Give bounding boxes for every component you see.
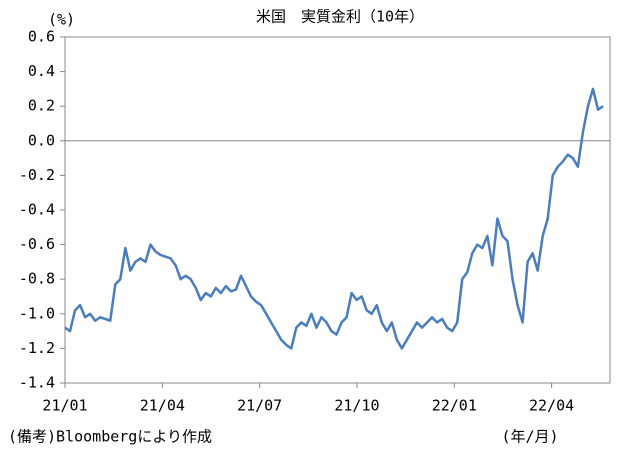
x-tick-label: 22/01 xyxy=(432,397,477,415)
y-tick-label: -1.2 xyxy=(19,339,55,357)
y-tick-label: -0.2 xyxy=(19,166,55,184)
y-tick-label: 0.0 xyxy=(28,131,55,149)
y-tick-label: 0.4 xyxy=(28,62,55,80)
x-tick-label: 21/01 xyxy=(42,397,87,415)
x-tick-label: 22/04 xyxy=(529,397,574,415)
x-tick-label: 21/07 xyxy=(237,397,282,415)
y-tick-label: 0.6 xyxy=(28,28,55,46)
x-unit-label: (年/月) xyxy=(501,428,558,446)
chart-title: 米国 実質金利（10年） xyxy=(256,8,424,26)
x-tick-label: 21/04 xyxy=(140,397,185,415)
y-tick-label: -1.0 xyxy=(19,304,55,322)
note: (備考)Bloombergにより作成 xyxy=(8,428,212,446)
y-axis-label: (%) xyxy=(48,11,75,29)
x-tick-label: 21/10 xyxy=(334,397,379,415)
y-tick-label: 0.2 xyxy=(28,97,55,115)
data-line xyxy=(64,87,604,350)
y-tick-label: -1.4 xyxy=(19,374,55,392)
y-tick-label: -0.4 xyxy=(19,201,55,219)
y-tick-label: -0.6 xyxy=(19,235,55,253)
y-tick-label: -0.8 xyxy=(19,270,55,288)
